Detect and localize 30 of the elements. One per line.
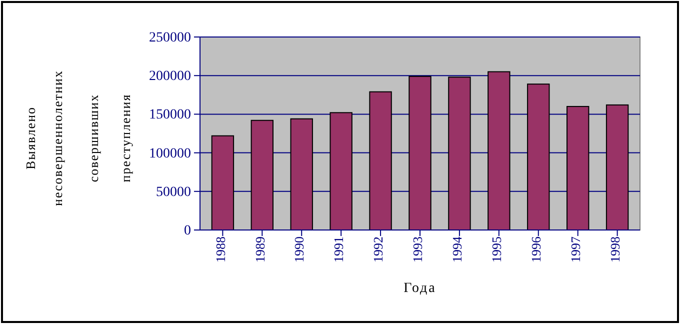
bar bbox=[330, 112, 352, 230]
x-tick-label: 1991 bbox=[331, 236, 346, 262]
x-tick-label: 1996 bbox=[528, 236, 544, 262]
x-tick-label: 1992 bbox=[370, 236, 386, 262]
x-tick-label: 1993 bbox=[410, 236, 426, 262]
bar bbox=[369, 91, 392, 230]
bar bbox=[211, 135, 234, 230]
x-tick-label: 1989 bbox=[252, 236, 268, 262]
y-tick-label: 0 bbox=[184, 223, 191, 238]
x-axis-title: Года bbox=[404, 281, 436, 296]
y-tick-label: 150000 bbox=[149, 108, 191, 123]
x-tick-label: 1995 bbox=[489, 236, 504, 262]
bar bbox=[488, 71, 510, 230]
bar bbox=[448, 76, 471, 230]
bar bbox=[250, 120, 274, 230]
bar bbox=[408, 76, 432, 230]
bar bbox=[566, 106, 590, 230]
bar bbox=[290, 118, 313, 230]
text: Выявлено несовершеннолетних совершивших преступления bbox=[23, 70, 133, 206]
x-tick-label: 1994 bbox=[450, 236, 465, 262]
y-tick-label: 50000 bbox=[156, 184, 191, 200]
bar bbox=[606, 104, 629, 230]
x-tick-label: 1988 bbox=[212, 236, 228, 262]
x-tick-label: 1997 bbox=[568, 236, 583, 262]
y-tick-label: 250000 bbox=[149, 30, 191, 46]
y-tick-label: 100000 bbox=[149, 146, 191, 162]
x-tick-label: 1998 bbox=[607, 236, 622, 262]
y-tick-label: 200000 bbox=[149, 69, 191, 84]
x-tick-label: 1990 bbox=[292, 236, 307, 262]
bar bbox=[527, 84, 550, 230]
